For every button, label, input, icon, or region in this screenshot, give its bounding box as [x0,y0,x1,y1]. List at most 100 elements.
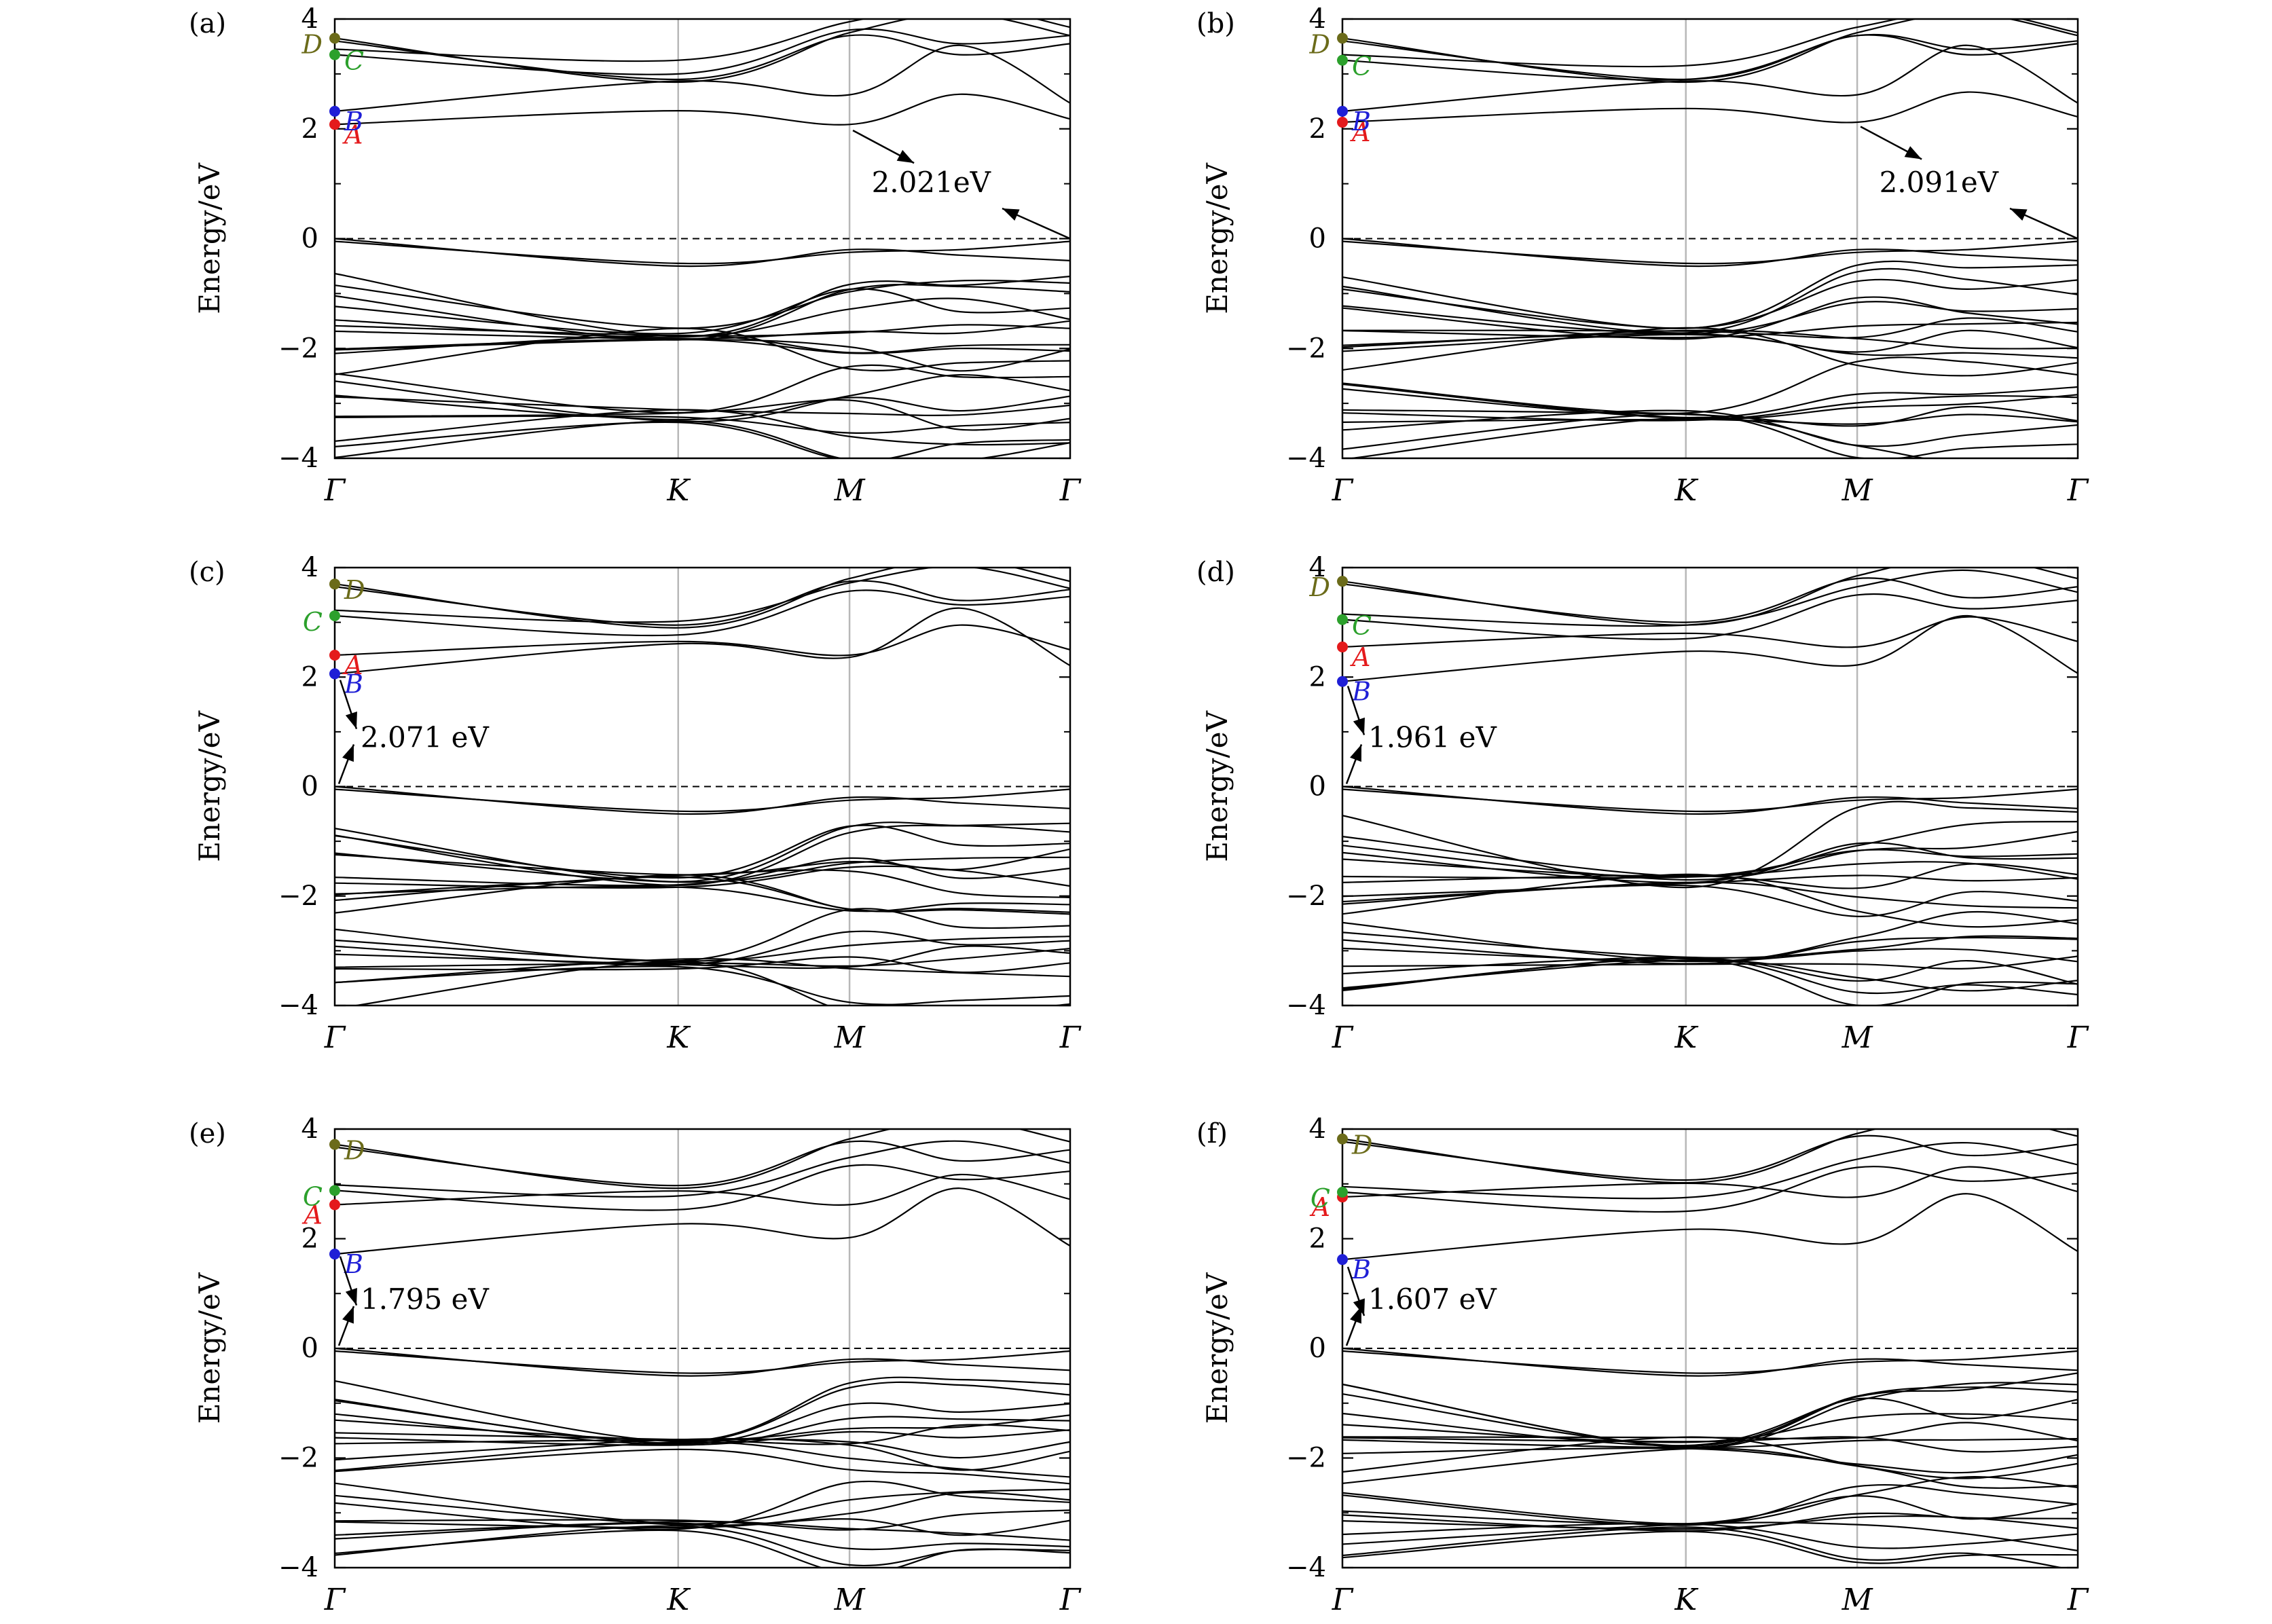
point-label-A: A [302,1200,323,1230]
gap-arrow-cbm-head [896,149,915,164]
valence-band [335,339,1070,372]
valence-band [1342,413,2078,425]
valence-band [335,788,1070,813]
point-A [1337,641,1348,652]
valence-band [335,965,1070,1005]
point-A [329,1199,340,1211]
conduction-band [335,568,1070,623]
valence-band [1342,356,2078,414]
valence-band [335,824,1070,887]
valence-band [335,1376,1070,1443]
panel-label: (a) [189,8,226,39]
conduction-band [1342,1129,2078,1184]
y-tick-label: −2 [278,881,318,912]
y-tick-label: −4 [1286,443,1326,474]
y-tick-label: 0 [301,771,318,802]
valence-band [335,930,1070,966]
point-D [329,1139,340,1150]
point-label-A: A [1350,117,1370,147]
point-D [329,578,340,590]
conduction-band [335,589,1070,637]
panel-label: (b) [1196,8,1235,39]
valence-band [335,1480,1070,1530]
valence-band [1342,1436,2078,1453]
valence-band [335,1522,1070,1551]
y-tick-label: −2 [278,333,318,364]
valence-band [335,288,1070,335]
conduction-band [1342,1134,2078,1181]
point-C [1337,54,1348,66]
panel-label: (d) [1196,557,1235,588]
valence-band [335,869,1070,898]
valence-band [1342,1447,2078,1489]
valence-band [1342,830,2078,881]
gap-arrow-cbm-head [1353,1298,1365,1316]
bands [335,1129,1070,1568]
conduction-band [1342,577,2078,623]
conduction-band [335,28,1070,75]
point-label-C: C [1352,611,1372,641]
valence-band [1342,1476,2078,1525]
valence-band [335,283,1070,341]
panel-c: −4 −2 0 2 4 Γ K M Γ Energy/eV (c) AB CD 2.071 eV [189,552,1082,1055]
gap-arrow-vbm-head [2010,208,2028,221]
y-tick-label: 0 [301,223,318,255]
valence-band [335,1492,1070,1526]
y-tick-label: 2 [301,113,318,145]
valence-band [335,1441,1070,1478]
valence-band [1342,1515,2078,1530]
valence-band [335,786,1070,815]
conduction-band [335,1164,1070,1211]
point-label-D: D [1309,29,1330,59]
point-B [329,105,340,117]
valence-band [335,885,1070,912]
x-tick-label: K [666,473,691,508]
y-tick-label: −4 [278,1552,318,1583]
y-tick-label: 4 [1309,3,1326,35]
y-tick-label: 2 [301,661,318,693]
point-label-A: A [342,650,363,680]
y-tick-label: 0 [1309,771,1326,802]
valence-band [335,240,1070,265]
y-tick-label: 2 [1309,661,1326,693]
point-label-C: C [1311,1183,1330,1213]
x-tick-label: M [1842,1583,1873,1617]
valence-band [1342,873,2078,928]
valence-band [335,848,1070,876]
point-C [1337,1186,1348,1198]
conduction-band [1342,19,2078,68]
gap-annotation: 1.607 eV [1368,1282,1497,1316]
gap-arrow-cbm-head [1353,717,1365,735]
point-label-B: B [1351,677,1371,707]
x-tick-label: Γ [1059,473,1082,508]
conduction-band [1342,34,2078,81]
valence-band [335,334,1070,354]
valence-band [1342,388,2078,420]
y-axis-label: Energy/eV [1201,163,1234,314]
bands [1342,1129,2078,1568]
valence-band [1342,1386,2078,1447]
valence-band [1342,238,2078,267]
point-C [329,49,340,60]
point-label-C: C [1352,52,1372,81]
valence-band [335,396,1070,416]
point-C [1337,614,1348,625]
x-tick-label: Γ [2067,1583,2089,1617]
point-D [1337,1133,1348,1145]
conduction-band [1342,19,2078,84]
gap-arrow-vbm-head [1350,744,1361,762]
gap-arrow-cbm-head [1904,146,1922,160]
y-tick-label: −2 [1286,1443,1326,1474]
x-tick-label: K [666,1020,691,1055]
valence-band [335,1520,1070,1541]
x-tick-label: Γ [324,1020,346,1055]
y-tick-label: −2 [1286,333,1326,364]
valence-band [1342,1483,2078,1526]
gap-annotation: 2.021eV [872,166,991,199]
valence-band [335,1529,1070,1568]
valence-band [1342,413,2078,458]
conduction-band [1342,91,2078,124]
point-B [329,1249,340,1260]
valence-band [1342,786,2078,815]
